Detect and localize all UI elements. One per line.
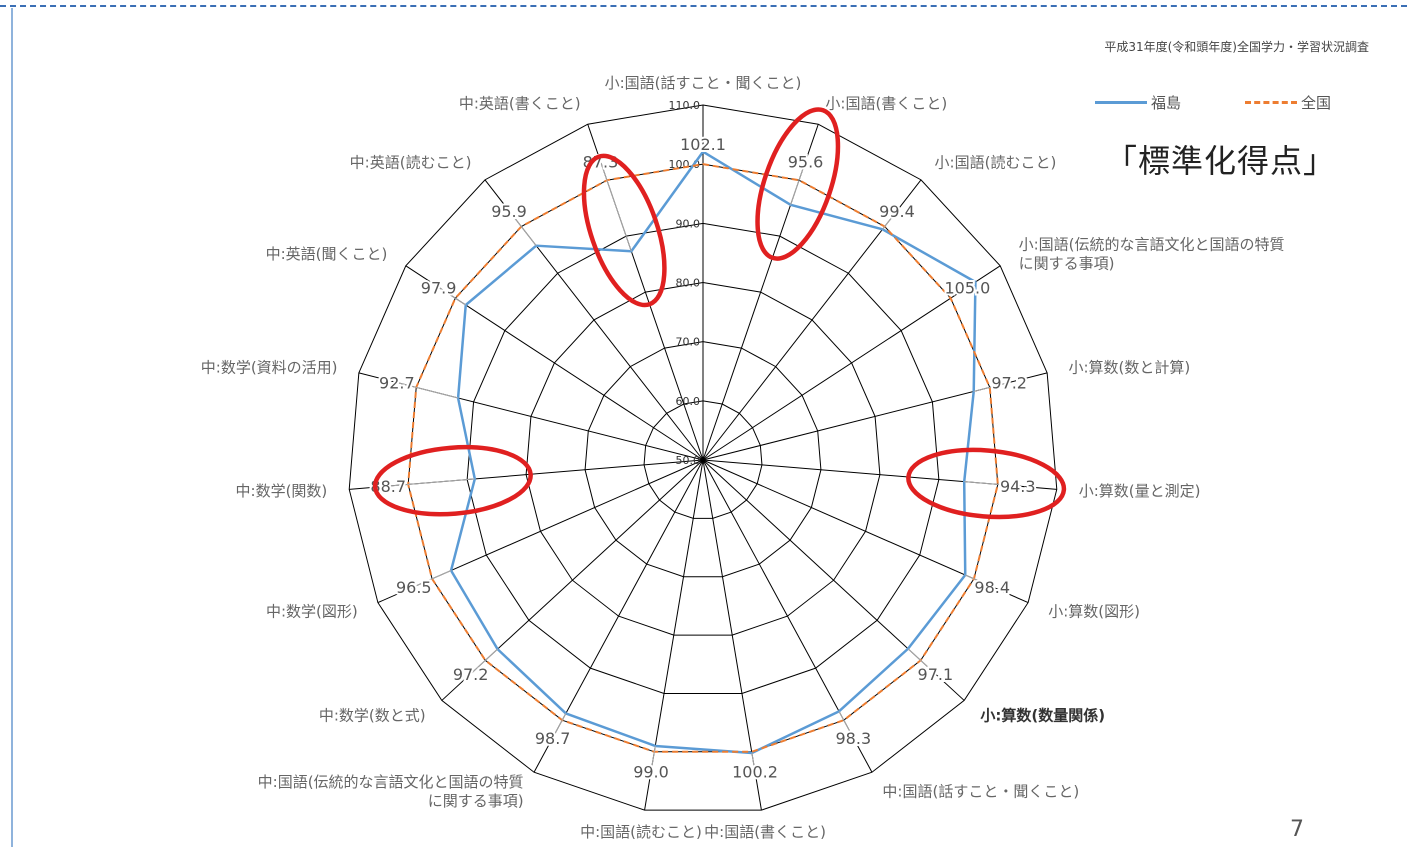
r-tick-label-0: 50.0 (676, 454, 701, 467)
data-label-12: 97.2 (453, 665, 489, 684)
category-label-7: 小:算数(数量関係) (980, 706, 1105, 724)
category-label-3-line-1: に関する事項) (1019, 254, 1115, 272)
data-label-leader-15 (396, 381, 459, 399)
category-label-12: 中:数学(数と式) (319, 706, 426, 724)
r-tick-label-1: 60.0 (676, 395, 701, 408)
category-label-17: 中:英語(読むこと) (350, 153, 472, 171)
data-label-6: 98.4 (974, 578, 1010, 597)
legend-swatch-zenkoku (1245, 101, 1297, 104)
legend-swatch-fukushima (1095, 101, 1147, 104)
grid-ring-2 (584, 341, 822, 578)
data-label-leader-10 (650, 745, 656, 772)
data-label-leader-12 (470, 648, 498, 675)
category-label-4: 小:算数(数と計算) (1068, 358, 1190, 376)
category-label-11-line-0: 中:国語(伝統的な言語文化と国語の特質 (258, 773, 524, 791)
data-label-leader-3 (967, 281, 976, 288)
data-label-leader-18 (599, 161, 632, 252)
data-label-10: 99.0 (633, 763, 669, 782)
category-label-2: 小:国語(読むこと) (935, 153, 1057, 171)
grid-ring-4 (466, 222, 940, 694)
legend-item-fukushima: 福島 (1095, 92, 1181, 113)
data-label-leader-1 (790, 161, 807, 205)
category-label-9: 中:国語(書くこと) (704, 823, 826, 841)
data-label-leader-6 (965, 574, 993, 588)
data-label-leader-11 (552, 713, 567, 739)
highlight-ellipse-1 (755, 107, 841, 261)
category-label-13: 中:数学(図形) (266, 602, 358, 620)
highlight-ellipse-14 (372, 444, 533, 517)
data-label-16: 97.9 (421, 278, 457, 297)
category-label-8: 中:国語(話すこと・聞くこと) (882, 783, 1079, 801)
category-label-11-line-1: に関する事項) (428, 792, 524, 810)
category-label-5: 小:算数(量と測定) (1079, 482, 1201, 500)
data-label-leader-13 (413, 570, 452, 588)
grid-ring-6 (348, 104, 1058, 811)
source-note: 平成31年度(令和頭年度)全国学力・学習状況調査 (1104, 40, 1369, 54)
data-label-13: 96.5 (396, 578, 432, 597)
category-label-16: 中:英語(聞くこと) (266, 245, 388, 263)
category-label-0: 小:国語(話すこと・聞くこと) (605, 74, 802, 92)
data-label-leader-17 (508, 210, 537, 246)
data-label-leader-9 (751, 752, 756, 772)
data-label-5: 94.3 (1000, 477, 1036, 496)
category-label-15: 中:数学(資料の活用) (201, 358, 338, 376)
series-fukushima-line (449, 150, 977, 755)
page-number: 7 (1290, 817, 1304, 842)
r-tick-label-2: 70.0 (676, 336, 701, 349)
category-label-14: 中:数学(関数) (236, 482, 328, 500)
data-label-leader-16 (438, 286, 467, 306)
data-label-0: 102.1 (680, 135, 726, 154)
grid-ring-1 (643, 400, 763, 519)
data-label-leader-7 (907, 648, 936, 675)
category-label-18: 中:英語(書くこと) (459, 94, 581, 112)
r-tick-label-3: 80.0 (676, 277, 701, 290)
series-zenkoku-line (407, 163, 999, 753)
legend-item-zenkoku: 全国 (1245, 92, 1331, 113)
data-label-3: 105.0 (944, 278, 990, 297)
top-dashed-border (0, 5, 1407, 7)
data-label-17: 95.9 (491, 202, 527, 221)
data-label-7: 97.1 (918, 665, 954, 684)
data-label-1: 95.6 (788, 152, 824, 171)
legend-label-fukushima: 福島 (1151, 94, 1182, 112)
data-label-9: 100.2 (732, 763, 778, 782)
data-label-2: 99.4 (879, 202, 915, 221)
category-label-10: 中:国語(読むこと) (580, 823, 702, 841)
category-label-6: 小:算数(図形) (1048, 602, 1140, 620)
category-label-3-line-0: 小:国語(伝統的な言語文化と国語の特質 (1019, 235, 1285, 253)
data-label-4: 97.2 (991, 373, 1027, 392)
grid-ring-3 (525, 281, 881, 636)
highlight-ellipse-5 (906, 447, 1067, 520)
left-border (11, 8, 13, 847)
standard-score-label: 「標準化得点」 (1105, 142, 1337, 180)
data-label-leader-5 (964, 481, 1018, 487)
data-label-8: 98.3 (836, 729, 872, 748)
data-label-leader-4 (973, 381, 1010, 392)
highlight-ellipse-18 (581, 153, 667, 308)
data-label-11: 98.7 (535, 729, 571, 748)
r-tick-label-6: 110.0 (669, 99, 701, 112)
data-label-leader-2 (882, 210, 898, 230)
category-label-1: 小:国語(書くこと) (825, 94, 947, 112)
data-label-leader-14 (388, 478, 475, 487)
data-label-15: 92.7 (379, 373, 415, 392)
r-tick-label-4: 90.0 (676, 217, 701, 230)
legend-label-zenkoku: 全国 (1301, 94, 1332, 112)
data-label-leader-8 (838, 711, 854, 739)
